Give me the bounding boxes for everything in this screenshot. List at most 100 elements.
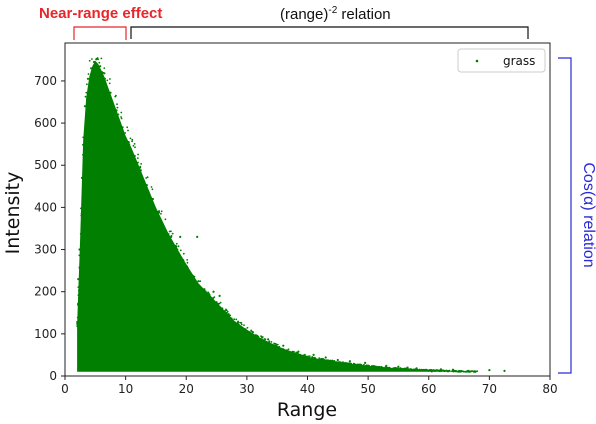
scatter-point (377, 366, 380, 368)
scatter-point (157, 211, 161, 214)
scatter-point (113, 135, 116, 138)
scatter-point (304, 355, 307, 358)
scatter-point (251, 331, 254, 334)
scatter-point (234, 321, 237, 324)
scatter-point (82, 136, 85, 139)
scatter-point (282, 350, 284, 352)
scatter-point (226, 310, 229, 313)
scatter-point (476, 370, 479, 372)
scatter-point (439, 368, 442, 371)
scatter-point (89, 103, 92, 106)
scatter-point (103, 89, 106, 92)
scatter-point (378, 366, 381, 368)
scatter-point (111, 114, 114, 117)
scatter-point (185, 278, 188, 281)
scatter-point (159, 234, 162, 237)
scatter-point (259, 340, 262, 342)
scatter-point (139, 165, 142, 168)
scatter-point (164, 218, 167, 221)
scatter-point (247, 333, 250, 336)
scatter-point (130, 173, 133, 176)
scatter-point (206, 300, 209, 302)
scatter-point (221, 307, 224, 310)
scatter-point (109, 125, 111, 127)
scatter-point (272, 345, 275, 347)
scatter-point (187, 282, 190, 284)
scatter-point (255, 334, 257, 336)
scatter-point (144, 201, 147, 204)
scatter-point (279, 350, 282, 353)
scatter-point (125, 145, 128, 147)
scatter-point (88, 59, 91, 62)
scatter-point (310, 357, 313, 360)
scatter-point (171, 232, 174, 235)
y-axis-label: Intensity (2, 172, 24, 255)
scatter-point (224, 311, 227, 314)
scatter-point (270, 341, 273, 343)
scatter-point (455, 370, 457, 372)
scatter-point (278, 348, 281, 350)
scatter-point (239, 321, 242, 324)
scatter-point (207, 291, 210, 294)
scatter-point (167, 233, 170, 235)
scatter-point (221, 314, 224, 317)
scatter-point (225, 315, 228, 318)
scatter-point (234, 326, 237, 328)
scatter-point (78, 267, 81, 269)
scatter-point (99, 79, 102, 81)
scatter-point (277, 346, 280, 349)
x-tick-label: 70 (482, 382, 497, 396)
scatter-point (443, 369, 445, 372)
scatter-point (182, 252, 185, 255)
scatter-point (186, 259, 189, 261)
scatter-point (459, 370, 461, 373)
x-tick-label: 60 (421, 382, 436, 396)
scatter-point (323, 359, 326, 362)
scatter-point (145, 184, 148, 187)
scatter-point (300, 354, 303, 357)
scatter-point (320, 358, 323, 360)
scatter-point (363, 363, 365, 366)
scatter-point (241, 329, 244, 332)
scatter-point (207, 301, 210, 304)
scatter-point (252, 338, 254, 341)
scatter-point (91, 58, 93, 60)
scatter-point (100, 57, 103, 60)
scatter-point (173, 257, 176, 260)
scatter-point (127, 151, 130, 154)
scatter-point (264, 340, 266, 343)
scatter-point (503, 369, 506, 372)
scatter-point (103, 82, 106, 84)
scatter-point (116, 147, 119, 150)
scatter-point (113, 107, 116, 110)
scatter-point (287, 348, 290, 351)
scatter-point (186, 266, 189, 269)
scatter-point (294, 352, 297, 355)
scatter-point (232, 324, 235, 327)
scatter-point (106, 79, 109, 82)
scatter-point (342, 363, 344, 366)
scatter-point (203, 295, 206, 298)
scatter-point (87, 73, 90, 75)
scatter-point (144, 204, 147, 207)
scatter-point (218, 308, 221, 311)
scatter-point (381, 366, 383, 369)
scatter-point (451, 368, 455, 371)
scatter-point (234, 323, 236, 326)
cos-relation-label: Cos(α) relation (580, 162, 596, 267)
scatter-point (291, 350, 294, 353)
scatter-point (275, 344, 277, 347)
scatter-point (152, 209, 155, 212)
scatter-point (193, 275, 196, 278)
scatter-point (176, 248, 179, 251)
scatter-point (335, 361, 337, 363)
scatter-point (150, 201, 153, 204)
scatter-point (148, 207, 150, 210)
y-tick-label: 600 (34, 116, 57, 130)
scatter-point (103, 95, 105, 98)
scatter-point (95, 57, 98, 61)
scatter-point (212, 290, 215, 293)
scatter-point (110, 116, 113, 119)
scatter-point (77, 302, 79, 305)
scatter-point (97, 78, 99, 81)
